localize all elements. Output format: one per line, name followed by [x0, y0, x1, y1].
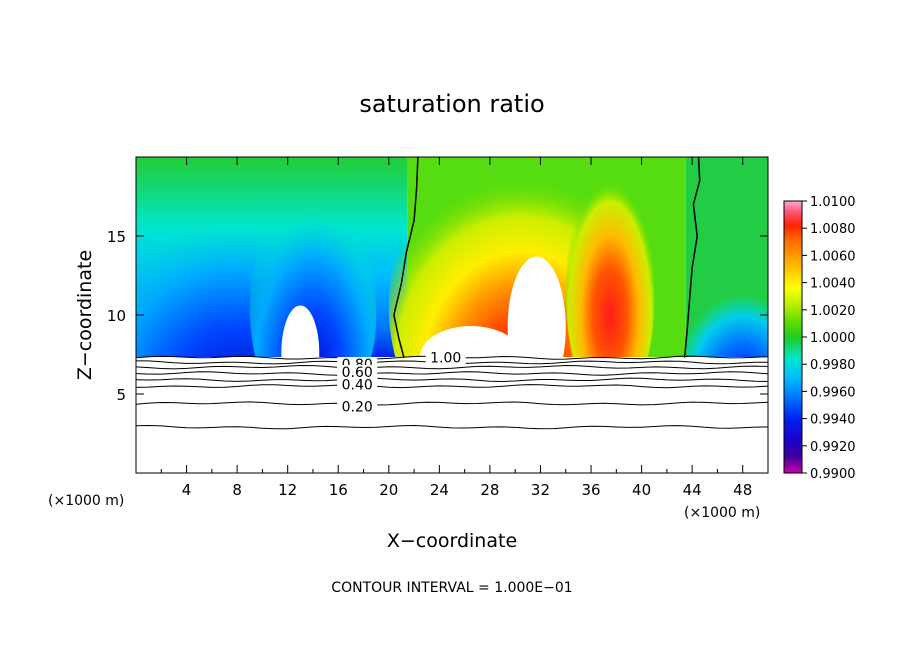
contour-line-horizontal	[135, 384, 769, 389]
left-dry-plume-2	[249, 185, 377, 357]
contour-lines	[135, 156, 769, 430]
saturation-field	[136, 157, 768, 473]
chart-title: saturation ratio	[359, 90, 544, 118]
colorbar	[783, 200, 803, 474]
x-unit-right: (×1000 m)	[684, 505, 760, 521]
colorbar-label: 1.0000	[810, 331, 856, 346]
contour-interval-note: CONTOUR INTERVAL = 1.000E−01	[331, 580, 572, 596]
contour-label: 0.20	[342, 400, 373, 416]
contour-line-horizontal	[135, 377, 769, 383]
contour-label-bg	[337, 399, 378, 414]
colorbar-label: 0.9900	[810, 467, 856, 482]
colorbar-labels: 1.0100 1.0080 1.0060 1.0040 1.0020 1.0000 0.99…	[802, 195, 856, 482]
field-lower-blank	[136, 358, 768, 473]
x-tick-label: 28	[480, 481, 499, 499]
cloud-dome-left	[420, 326, 522, 357]
colorbar-label: 0.9960	[810, 385, 856, 400]
x-axis: 4 8 12 16 20 24 28 32 36 40 44 48	[160, 157, 752, 499]
colorbar-label: 0.9920	[810, 440, 856, 455]
contour-label: 0.60	[342, 365, 373, 381]
contour-labels: 1.000.800.600.400.20	[337, 350, 466, 416]
x-axis-label: X−coordinate	[387, 530, 517, 552]
x-tick-label: 12	[278, 481, 297, 499]
contour-label: 1.00	[430, 351, 461, 367]
contour-line-horizontal	[135, 424, 769, 430]
contour-label-bg	[337, 377, 378, 392]
colorbar-label: 1.0100	[810, 195, 856, 210]
x-tick-label: 8	[232, 481, 242, 499]
x-tick-label: 4	[182, 481, 192, 499]
cloud-peak	[281, 305, 320, 357]
colorbar-label: 1.0040	[810, 277, 856, 292]
colorbar-label: 1.0020	[810, 304, 856, 319]
x-tick-label: 20	[379, 481, 398, 499]
right-dry-plume	[685, 264, 768, 357]
colorbar-label: 1.0080	[810, 222, 856, 237]
x-tick-label: 36	[581, 481, 600, 499]
contour-label: 0.40	[342, 378, 373, 394]
x-unit-left: (×1000 m)	[48, 493, 124, 509]
x-tick-label: 16	[329, 481, 348, 499]
contour-line-horizontal	[135, 364, 769, 370]
colorbar-label: 0.9940	[810, 413, 856, 428]
y-axis-label: Z−coordinate	[74, 250, 96, 380]
x-tick-label: 44	[683, 481, 702, 499]
colorbar-label: 0.9980	[810, 358, 856, 373]
contour-line-horizontal	[135, 401, 769, 406]
contour-label-bg	[425, 350, 466, 365]
y-tick-label: 10	[107, 307, 126, 325]
y-axis: 5 10 15	[107, 228, 768, 404]
y-tick-label: 5	[116, 386, 126, 404]
contour-line-1.00-left	[393, 156, 419, 358]
right-supersaturated-plume	[565, 169, 655, 357]
colorbar-label: 1.0060	[810, 249, 856, 264]
x-tick-label: 32	[531, 481, 550, 499]
cloud-dome-center	[507, 256, 566, 357]
contour-line-1.00-right	[683, 156, 701, 358]
contour-line-horizontal	[135, 371, 769, 376]
x-tick-label: 24	[430, 481, 449, 499]
y-tick-label: 15	[107, 228, 126, 246]
contour-label-bg	[337, 364, 378, 379]
x-tick-label: 48	[733, 481, 752, 499]
x-tick-label: 40	[632, 481, 651, 499]
